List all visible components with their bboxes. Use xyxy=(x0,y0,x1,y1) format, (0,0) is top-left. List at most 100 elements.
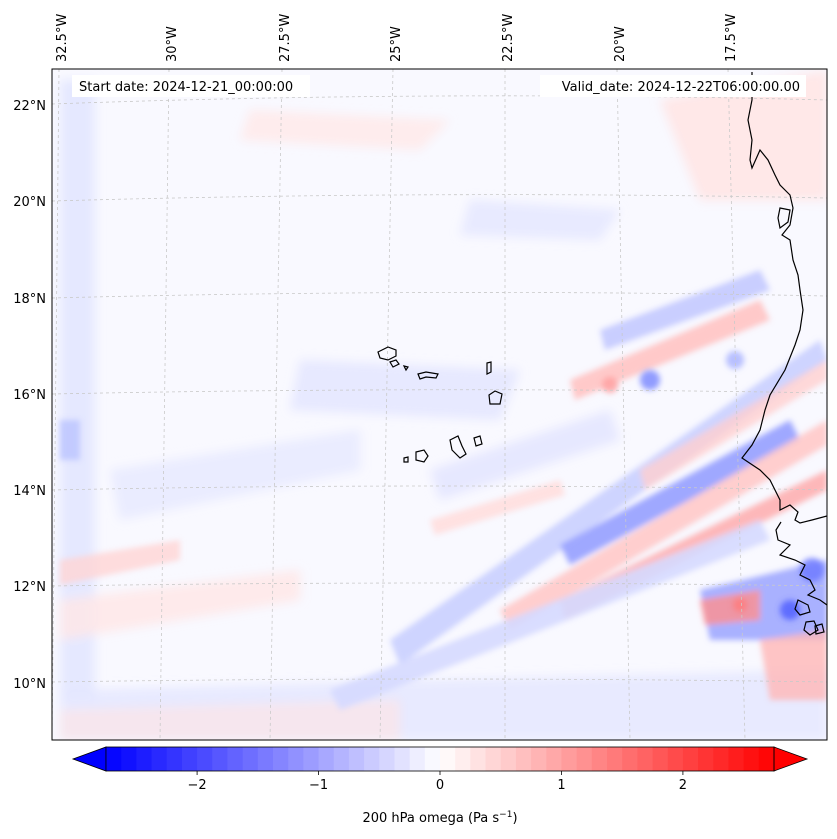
valid-date-box xyxy=(540,75,806,97)
gridline-lat xyxy=(52,582,827,587)
lat-label-16n: 16°N xyxy=(13,388,46,403)
lat-label-18n: 18°N xyxy=(13,292,46,307)
gridline-lat xyxy=(52,678,827,683)
lon-label-17-5w: 17.5°W xyxy=(724,14,739,62)
gridline-lat xyxy=(52,389,827,395)
colorbar-step xyxy=(713,747,729,771)
colorbar-step xyxy=(546,747,562,771)
colorbar-label: 200 hPa omega (Pa s−1) xyxy=(362,810,517,826)
gridline-lon xyxy=(727,69,746,740)
africa-coastline xyxy=(777,207,791,230)
island-brava xyxy=(403,456,409,463)
lon-label-20w: 20°W xyxy=(613,26,628,62)
colorbar-step xyxy=(151,747,168,771)
africa-coastline xyxy=(775,521,827,606)
colorbar-step xyxy=(348,747,365,771)
island-santo-antao xyxy=(377,346,397,361)
gridline-lat xyxy=(52,194,827,202)
start-date-box xyxy=(72,75,310,97)
lat-label-10n: 10°N xyxy=(13,677,46,692)
gridline-lon xyxy=(379,69,394,740)
colorbar-step xyxy=(652,747,669,771)
gridline-lon xyxy=(616,69,631,740)
lat-label-20n: 20°N xyxy=(13,195,46,210)
colorbar-step xyxy=(106,747,122,771)
island-fogo xyxy=(415,449,429,463)
colorbar-ticks: −2 −1 0 1 2 xyxy=(188,771,687,793)
island-santa-luzia xyxy=(402,365,409,372)
colorbar-step xyxy=(212,747,228,771)
colorbar-step xyxy=(409,747,426,771)
colorbar-step xyxy=(394,747,411,771)
colorbar-step xyxy=(622,747,638,771)
colorbar-step xyxy=(424,747,441,771)
island-sao-vicente xyxy=(389,359,400,368)
island-boa-vista xyxy=(488,390,503,405)
colorbar-step xyxy=(455,747,471,771)
africa-coastline xyxy=(803,620,819,636)
lat-label-12n: 12°N xyxy=(13,580,46,595)
colorbar-step xyxy=(288,747,304,771)
omega-field-bands xyxy=(60,270,827,710)
lon-label-32-5w: 32.5°W xyxy=(55,14,70,62)
valid-date: Valid_date: 2024-12-22T06:00:00.00 xyxy=(562,80,800,95)
omega-field xyxy=(60,70,827,740)
map-frame xyxy=(51,68,828,741)
coastline xyxy=(741,72,827,636)
africa-coastline xyxy=(814,623,825,635)
gridline-lon xyxy=(52,69,60,740)
colorbar-extend-min xyxy=(71,746,107,772)
colorbar-tick-label: 0 xyxy=(436,778,444,793)
colorbar-step xyxy=(121,747,137,771)
omega-field-broad xyxy=(60,70,827,740)
colorbar-step xyxy=(500,747,517,771)
gridline-lat xyxy=(52,292,827,299)
cape-verde-islands xyxy=(377,346,503,463)
gridlines xyxy=(52,69,827,740)
colorbar-step xyxy=(197,747,213,771)
island-sal xyxy=(486,361,492,375)
colorbar-step xyxy=(698,747,714,771)
colorbar: −2 −1 0 1 2 200 hPa omega (Pa s−1) xyxy=(71,746,809,826)
colorbar-step xyxy=(607,747,623,771)
colorbar-step xyxy=(758,747,775,771)
colorbar-tick-label: 2 xyxy=(679,778,687,793)
colorbar-step xyxy=(227,747,244,771)
colorbar-step xyxy=(303,747,320,771)
colorbar-step xyxy=(591,747,608,771)
colorbar-step xyxy=(379,747,395,771)
latitude-labels: 22°N 20°N 18°N 16°N 14°N 12°N 10°N xyxy=(13,99,46,692)
colorbar-step xyxy=(273,747,289,771)
lat-label-14n: 14°N xyxy=(13,484,46,499)
colorbar-step xyxy=(682,747,699,771)
colorbar-step xyxy=(318,747,335,771)
colorbar-step xyxy=(667,747,684,771)
africa-coastline xyxy=(794,599,811,616)
colorbar-tick-label: −2 xyxy=(188,778,207,793)
colorbar-step xyxy=(333,747,350,771)
colorbar-step xyxy=(743,747,760,771)
colorbar-step xyxy=(515,747,532,771)
colorbar-step xyxy=(485,747,502,771)
colorbar-step xyxy=(561,747,578,771)
map-panel: Start date: 2024-12-21_00:00:00 Valid_da… xyxy=(51,68,828,741)
colorbar-step xyxy=(637,747,654,771)
colorbar-step xyxy=(181,747,198,771)
lon-label-25w: 25°W xyxy=(389,26,404,62)
colorbar-step xyxy=(242,747,259,771)
colorbar-step xyxy=(470,747,487,771)
longitude-labels: 32.5°W 30°W 27.5°W 25°W 22.5°W 20°W 17.5… xyxy=(55,14,739,62)
island-maio xyxy=(473,435,483,447)
gridline-lon xyxy=(159,69,170,740)
island-santiago xyxy=(449,435,467,459)
colorbar-tick-label: −1 xyxy=(309,778,328,793)
omega-field-cells xyxy=(602,351,824,620)
island-sao-nicolau xyxy=(417,371,439,380)
lat-label-22n: 22°N xyxy=(13,99,46,114)
colorbar-step xyxy=(728,747,745,771)
lon-label-30w: 30°W xyxy=(165,26,180,62)
colorbar-step xyxy=(576,747,593,771)
colorbar-tick-label: 1 xyxy=(557,778,565,793)
lon-label-27-5w: 27.5°W xyxy=(278,14,293,62)
